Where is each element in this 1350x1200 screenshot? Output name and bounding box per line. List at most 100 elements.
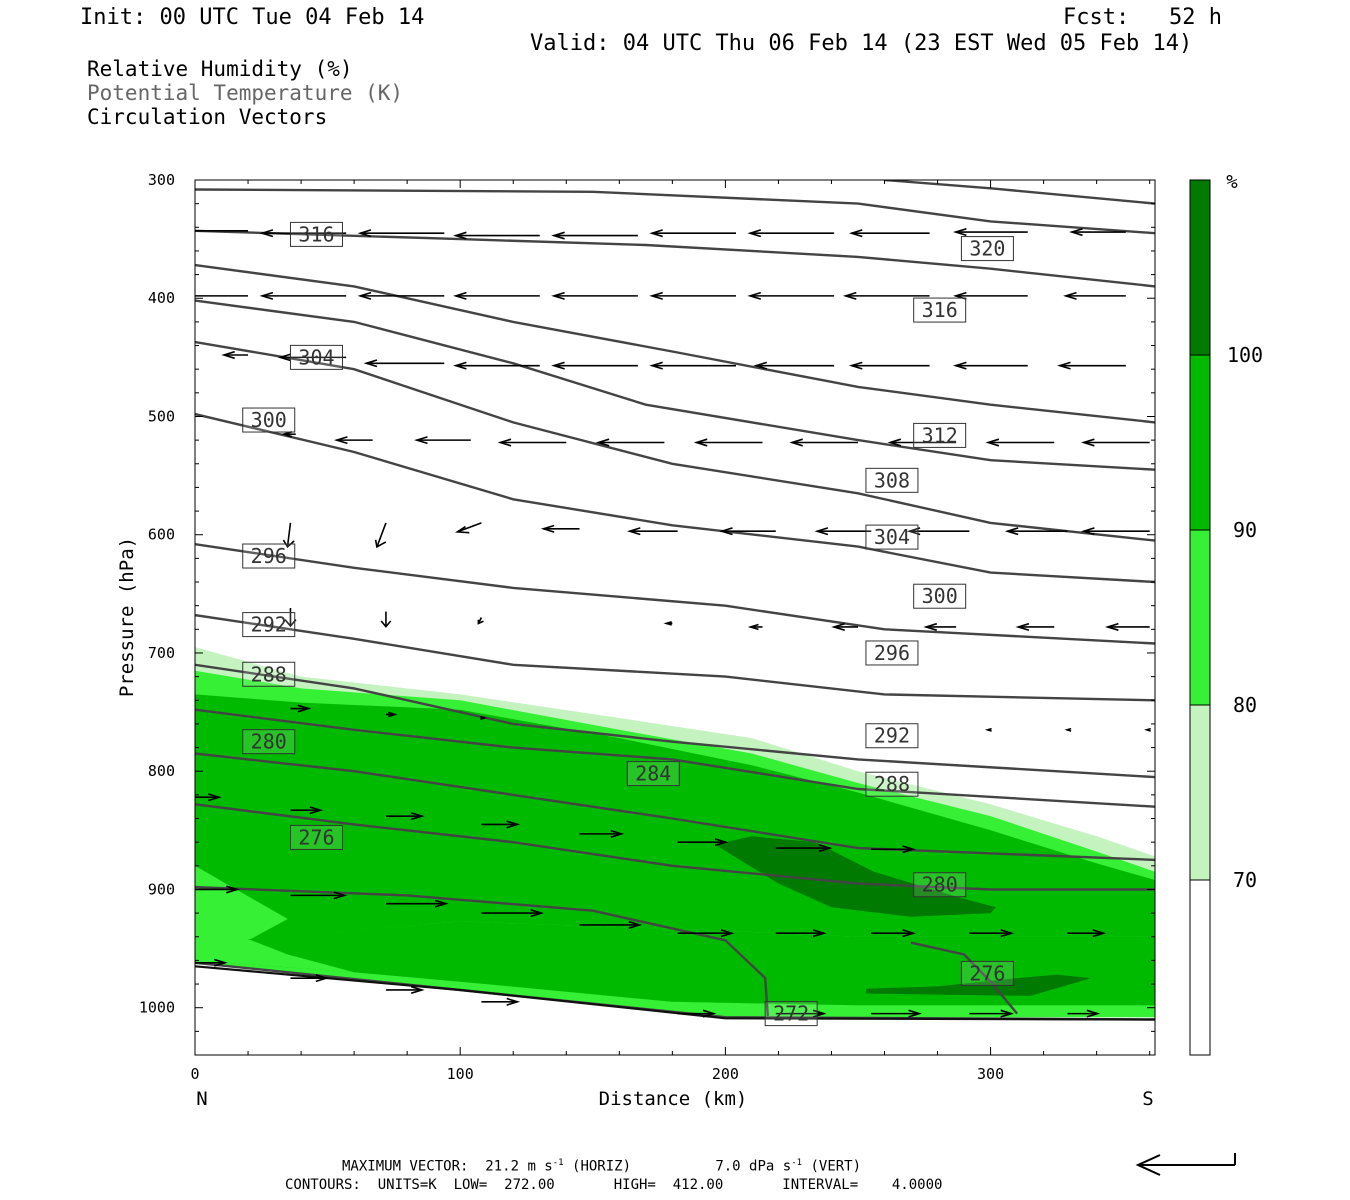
vector-head-icon: [902, 929, 916, 938]
circulation-vector: [357, 229, 445, 238]
vector-head-icon: [477, 619, 484, 625]
vector-head-icon: [848, 229, 863, 238]
circulation-vector: [831, 622, 858, 631]
vector-head-icon: [719, 527, 733, 536]
circulation-vector: [677, 1009, 717, 1018]
vector-head-icon: [906, 527, 921, 536]
vector-head-icon: [952, 361, 967, 370]
vector-head-icon: [277, 353, 292, 362]
circulation-vector: [277, 353, 347, 362]
colorbar-label: 70: [1233, 868, 1257, 892]
theta-contour-296: [195, 613, 1155, 702]
y-tick-label: 500: [148, 407, 175, 425]
vector-head-icon: [702, 1009, 717, 1018]
x-tick-label: 100: [447, 1065, 474, 1083]
circulation-vector: [663, 621, 673, 626]
theta-label: 272: [764, 1001, 818, 1027]
theta-label-box: [960, 960, 1014, 986]
south-label: S: [1142, 1088, 1153, 1110]
vector-head-icon: [315, 974, 330, 983]
theta-label: 296: [242, 543, 296, 569]
circulation-vector: [677, 838, 729, 847]
circulation-vector: [333, 436, 373, 445]
vector-shaft: [286, 522, 292, 548]
circulation-vector: [649, 291, 736, 300]
vector-head-icon: [1092, 929, 1107, 938]
theta-label-text: 280: [251, 730, 287, 754]
vector-head-icon: [281, 431, 293, 438]
theta-label: 316: [913, 297, 967, 323]
vector-head-icon: [1069, 228, 1083, 237]
theta-label-text: 312: [922, 423, 958, 447]
circulation-vector: [282, 522, 295, 549]
vector-head-icon: [357, 229, 372, 238]
theta-label-text: 320: [969, 237, 1005, 261]
rh-fill-layer: [195, 647, 1155, 1055]
circulation-vector: [281, 431, 296, 438]
y-tick-label: 900: [148, 880, 175, 898]
vector-head-icon: [649, 229, 663, 238]
y-tick-label: 700: [148, 644, 175, 662]
circulation-vector: [414, 436, 471, 445]
theta-label: 300: [242, 407, 296, 433]
circulation-vector: [719, 527, 776, 536]
vector-head-icon: [333, 891, 348, 900]
circulation-vector: [747, 229, 835, 238]
circulation-vector: [969, 929, 1015, 938]
vector-head-icon: [747, 229, 762, 238]
theta-label: 280: [913, 872, 967, 898]
vector-head-icon: [506, 997, 521, 1006]
circulation-vector: [1064, 727, 1072, 732]
colorbar: 100 90 80 70: [1189, 179, 1263, 1056]
theta-label: 304: [289, 344, 343, 370]
vector-head-icon: [1015, 622, 1030, 631]
colorbar-unit: %: [1226, 171, 1238, 193]
theta-label-box: [626, 761, 680, 787]
theta-label-text: 280: [922, 873, 958, 897]
circulation-vector: [814, 527, 872, 536]
circulation-vector: [363, 359, 445, 368]
theta-label: 288: [242, 661, 296, 687]
colorbar-label: 80: [1233, 693, 1257, 717]
theta-label: 312: [913, 422, 967, 448]
vector-head-icon: [1057, 361, 1071, 370]
vector-head-icon: [985, 438, 1000, 447]
theta-label-box: [865, 640, 919, 666]
theta-label-text: 304: [874, 525, 910, 549]
circulation-vector: [1144, 727, 1151, 732]
circulation-vector: [887, 438, 957, 447]
vector-head-icon: [902, 845, 916, 854]
vector-shaft: [376, 522, 387, 548]
circulation-vector: [1067, 929, 1107, 938]
circulation-vector: [551, 231, 638, 240]
vector-head-icon: [753, 361, 768, 370]
vector-head-icon: [540, 524, 555, 533]
legend-circulation-vectors: Circulation Vectors: [87, 105, 328, 129]
colorbar-segment: [1190, 705, 1210, 880]
vector-head-icon: [595, 438, 610, 447]
vector-head-icon: [363, 359, 378, 368]
vector-head-icon: [984, 727, 992, 732]
circulation-vector: [789, 438, 858, 447]
theta-label-text: 288: [251, 662, 287, 686]
circulation-vector: [380, 611, 392, 628]
theta-label: 316: [289, 221, 343, 247]
theta-label-box: [913, 422, 967, 448]
circulation-vector: [195, 958, 228, 967]
circulation-vector: [551, 361, 638, 370]
x-axis-label: Distance (km): [599, 1088, 748, 1110]
circulation-vector: [923, 622, 957, 631]
theta-label-layer: 316 320 316 304 300 312 308 304 296 300 292 296 288 2…: [242, 221, 1014, 1027]
legend-relative-humidity: Relative Humidity (%): [87, 57, 353, 81]
plot-frame: [194, 179, 1156, 1056]
theta-label-box: [764, 1001, 818, 1027]
theta-label-text: 272: [773, 1002, 809, 1026]
vector-head-icon: [908, 1009, 922, 1018]
vector-head-icon: [284, 619, 297, 628]
vector-head-icon: [1000, 1009, 1015, 1018]
circulation-vector: [385, 812, 425, 821]
vector-head-icon: [714, 838, 729, 847]
circulation-vector: [842, 291, 930, 300]
circulation-vector: [579, 829, 625, 838]
circulation-vector: [747, 623, 763, 631]
